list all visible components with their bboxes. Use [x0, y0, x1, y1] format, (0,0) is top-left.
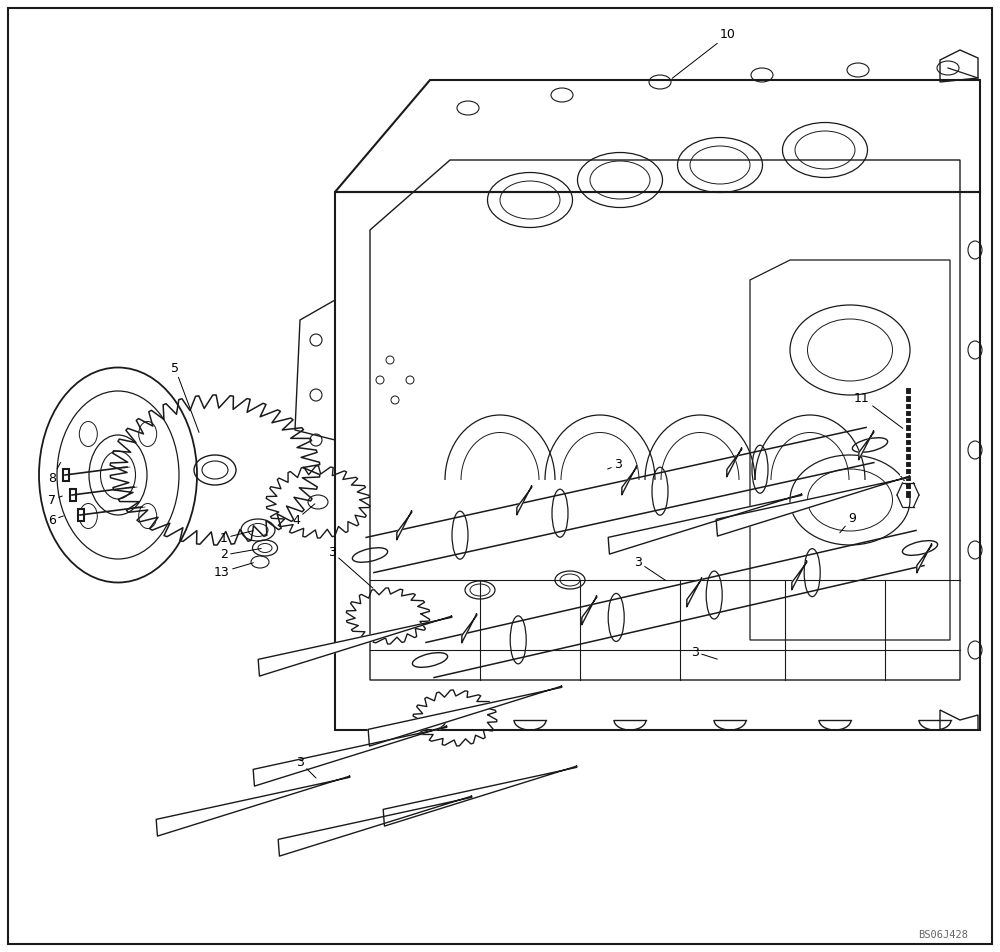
Text: 11: 11: [854, 391, 903, 428]
Polygon shape: [278, 796, 472, 856]
FancyBboxPatch shape: [78, 509, 84, 521]
Text: 8: 8: [48, 463, 61, 485]
Text: 9: 9: [840, 511, 856, 533]
Polygon shape: [859, 431, 874, 460]
Text: 4: 4: [292, 504, 315, 526]
Text: BS06J428: BS06J428: [918, 930, 968, 940]
Text: 3: 3: [608, 459, 622, 471]
Polygon shape: [258, 616, 452, 676]
Polygon shape: [582, 596, 597, 625]
FancyBboxPatch shape: [63, 469, 69, 481]
Polygon shape: [792, 561, 807, 590]
Polygon shape: [917, 545, 932, 573]
Text: 13: 13: [214, 563, 253, 579]
Text: 3: 3: [634, 556, 666, 581]
Text: 7: 7: [48, 493, 62, 506]
Text: 10: 10: [672, 29, 736, 78]
Polygon shape: [687, 578, 702, 606]
Polygon shape: [716, 476, 910, 536]
Text: 3: 3: [296, 756, 316, 778]
Text: 5: 5: [171, 362, 199, 432]
Polygon shape: [383, 766, 577, 826]
Polygon shape: [517, 486, 532, 515]
Text: 3: 3: [328, 545, 373, 588]
Polygon shape: [253, 726, 447, 786]
Polygon shape: [397, 511, 412, 540]
Text: 1: 1: [220, 530, 253, 545]
Text: 2: 2: [220, 548, 261, 562]
Polygon shape: [462, 614, 477, 643]
Polygon shape: [727, 448, 742, 477]
Polygon shape: [156, 776, 350, 836]
Text: 6: 6: [48, 513, 63, 526]
Text: 3: 3: [691, 645, 717, 659]
Polygon shape: [622, 466, 637, 495]
Polygon shape: [608, 494, 802, 554]
Polygon shape: [368, 686, 562, 746]
FancyBboxPatch shape: [70, 489, 76, 501]
